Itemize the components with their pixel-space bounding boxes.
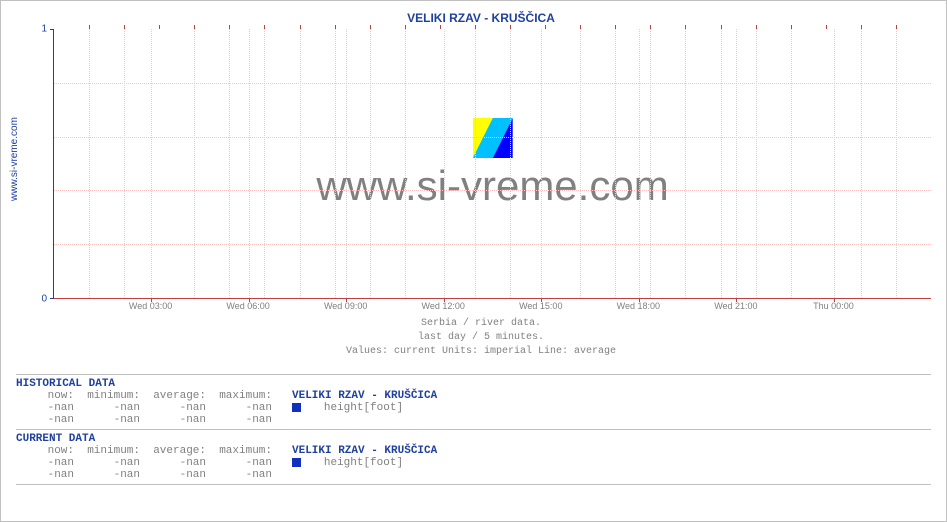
x-tick-label: Wed 21:00 [714,301,757,311]
data-cell: -nan [82,402,148,414]
section-header: CURRENT DATA [16,433,931,445]
metric-label [320,469,445,481]
data-cell: -nan [214,457,280,469]
col-header: now: [16,445,82,457]
data-cell: -nan [214,469,280,481]
table-row: -nan-nan-nan-nanheight[foot] [16,457,445,469]
data-cell: -nan [148,402,214,414]
data-cell: -nan [82,469,148,481]
data-cell: -nan [82,457,148,469]
divider [16,429,931,430]
swatch-cell [280,469,320,481]
x-axis: Wed 03:00 Wed 06:00 Wed 09:00 Wed 12:00 Wed … [53,299,931,317]
historical-section: HISTORICAL DATAnow:minimum:average:maxim… [16,378,931,426]
data-cell: -nan [82,414,148,426]
x-tick-label: Wed 15:00 [519,301,562,311]
swatch-cell [280,457,320,469]
color-swatch-icon [292,403,301,412]
col-header: maximum: [214,390,280,402]
data-table: now:minimum:average:maximum:VELIKI RZAV … [16,390,445,426]
data-cell: -nan [148,414,214,426]
y-tick-label: 0 [41,294,47,305]
current-section: CURRENT DATAnow:minimum:average:maximum:… [16,433,931,481]
color-swatch-icon [292,458,301,467]
subtitle-line: Serbia / river data. [31,317,931,331]
data-block: HISTORICAL DATAnow:minimum:average:maxim… [16,371,931,488]
series-name: VELIKI RZAV - KRUŠČICA [280,390,445,402]
x-tick-label: Wed 03:00 [129,301,172,311]
data-cell: -nan [16,457,82,469]
data-cell: -nan [16,414,82,426]
data-cell: -nan [214,402,280,414]
divider [16,374,931,375]
data-cell: -nan [148,457,214,469]
divider [16,484,931,485]
col-header: average: [148,445,214,457]
data-cell: -nan [16,402,82,414]
y-tick-label: 1 [41,24,47,35]
chart-title: VELIKI RZAV - KRUŠČICA [31,11,931,25]
data-cell: -nan [16,469,82,481]
chart-subtitles: Serbia / river data. last day / 5 minute… [31,317,931,359]
table-row: -nan-nan-nan-nanheight[foot] [16,402,445,414]
section-header: HISTORICAL DATA [16,378,931,390]
plot-wrap: 01 www.si-vreme.com [31,29,931,299]
site-label-vertical: www.si-vreme.com [9,117,20,201]
metric-label: height[foot] [320,457,445,469]
data-cell: -nan [214,414,280,426]
series-name: VELIKI RZAV - KRUŠČICA [280,445,445,457]
metric-label [320,414,445,426]
col-header: average: [148,390,214,402]
swatch-cell [280,402,320,414]
swatch-cell [280,414,320,426]
chart-area: VELIKI RZAV - KRUŠČICA 01 www.si-vreme.c… [31,11,931,341]
x-tick-label: Wed 09:00 [324,301,367,311]
y-axis: 01 [31,29,51,299]
metric-label: height[foot] [320,402,445,414]
subtitle-line: last day / 5 minutes. [31,331,931,345]
col-header: minimum: [82,445,148,457]
table-row: -nan-nan-nan-nan [16,469,445,481]
x-tick-label: Wed 06:00 [226,301,269,311]
col-header: maximum: [214,445,280,457]
table-row: -nan-nan-nan-nan [16,414,445,426]
x-tick-label: Wed 18:00 [617,301,660,311]
x-tick-label: Thu 00:00 [813,301,854,311]
x-tick-label: Wed 12:00 [422,301,465,311]
subtitle-line: Values: current Units: imperial Line: av… [31,345,931,359]
col-header: minimum: [82,390,148,402]
data-table: now:minimum:average:maximum:VELIKI RZAV … [16,445,445,481]
col-header: now: [16,390,82,402]
plot: www.si-vreme.com [53,29,931,299]
data-cell: -nan [148,469,214,481]
